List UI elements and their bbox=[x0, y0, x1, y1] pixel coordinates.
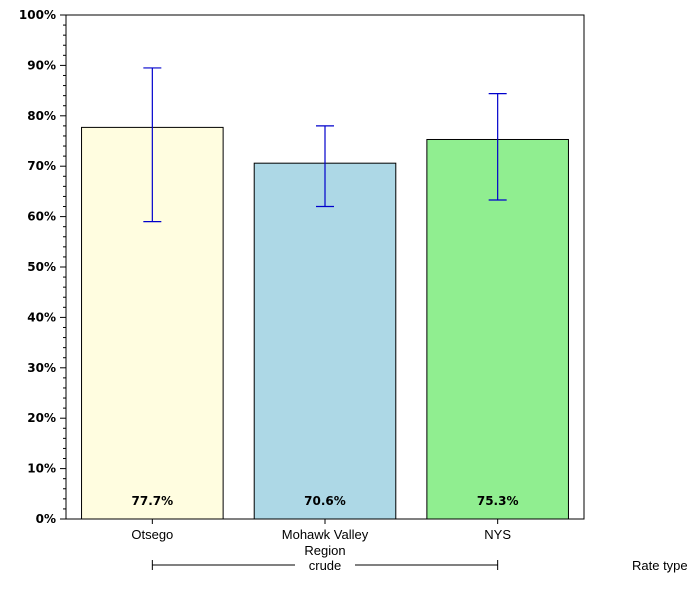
y-tick-label: 40% bbox=[27, 310, 56, 324]
y-tick-label: 80% bbox=[27, 109, 56, 123]
data-label: 70.6% bbox=[304, 494, 346, 508]
data-label: 75.3% bbox=[477, 494, 519, 508]
y-tick-label: 90% bbox=[27, 58, 56, 72]
y-tick-label: 10% bbox=[27, 462, 56, 476]
y-axis: 0% 10% 20% 30% 40% 50% 60% 70% 80% 90% 100% bbox=[19, 8, 66, 526]
group-label: crude bbox=[309, 558, 342, 573]
category-label: Otsego bbox=[131, 527, 173, 542]
bars: 77.7% 70.6% 75.3% bbox=[81, 67, 569, 520]
category-label: Mohawk Valley Region bbox=[282, 527, 369, 558]
y-tick-label: 30% bbox=[27, 361, 56, 375]
category-labels: Otsego Mohawk Valley Region NYS bbox=[131, 519, 511, 558]
plot-frame bbox=[65, 14, 585, 520]
category-label-line: Mohawk Valley bbox=[282, 527, 369, 542]
y-tick-label: 100% bbox=[19, 8, 56, 22]
y-tick-label: 20% bbox=[27, 411, 56, 425]
bar bbox=[426, 138, 569, 520]
group-axis-title: Rate type bbox=[632, 558, 688, 573]
category-label-line: Otsego bbox=[131, 527, 173, 542]
y-tick-label: 50% bbox=[27, 260, 56, 274]
y-tick-label: 70% bbox=[27, 159, 56, 173]
y-tick-label: 0% bbox=[36, 512, 56, 526]
data-label: 77.7% bbox=[132, 494, 174, 508]
category-label-line: NYS bbox=[484, 527, 511, 542]
bar bbox=[253, 162, 397, 520]
category-label: NYS bbox=[484, 527, 511, 542]
y-tick-label: 60% bbox=[27, 210, 56, 224]
category-label-line: Region bbox=[304, 543, 345, 558]
rate-type-axis: crude Rate type bbox=[151, 558, 688, 573]
